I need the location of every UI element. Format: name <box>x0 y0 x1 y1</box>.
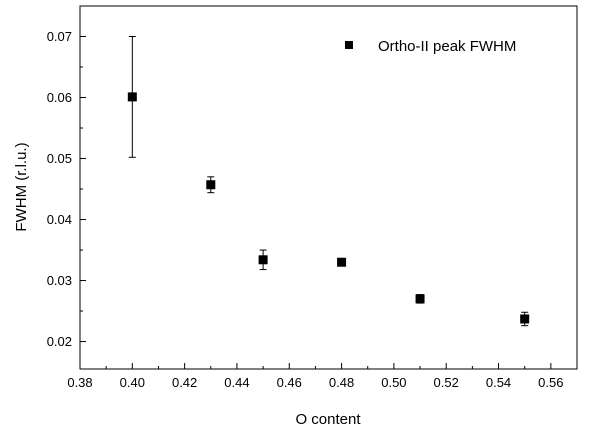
legend-marker <box>345 41 353 49</box>
x-tick-label: 0.54 <box>486 375 511 390</box>
data-point <box>520 314 530 324</box>
x-tick-label: 0.46 <box>277 375 302 390</box>
x-tick-label: 0.40 <box>120 375 145 390</box>
x-tick-label: 0.44 <box>224 375 249 390</box>
error-bars <box>128 36 529 327</box>
data-point <box>415 294 425 304</box>
x-axis-label: O content <box>295 411 361 428</box>
x-tick-label: 0.42 <box>172 375 197 390</box>
data-point <box>206 180 216 190</box>
data-point <box>258 255 268 265</box>
data-points <box>127 92 530 324</box>
x-tick-label: 0.56 <box>538 375 563 390</box>
x-tick-label: 0.38 <box>67 375 92 390</box>
y-tick-label: 0.05 <box>47 151 72 166</box>
data-point <box>337 257 347 267</box>
x-tick-label: 0.50 <box>381 375 406 390</box>
x-tick-label: 0.52 <box>434 375 459 390</box>
y-axis: 0.02 0.03 0.04 0.05 0.06 0.07 <box>47 5 86 349</box>
plot-frame <box>79 5 578 370</box>
y-tick-label: 0.07 <box>47 29 72 44</box>
legend: Ortho-II peak FWHM <box>345 38 516 55</box>
x-tick-label: 0.48 <box>329 375 354 390</box>
x-axis: 0.38 0.40 0.42 0.44 0.46 0.48 0.50 0.52 0.54 0.56 <box>67 363 563 390</box>
y-tick-label: 0.06 <box>47 90 72 105</box>
y-tick-label: 0.03 <box>47 273 72 288</box>
data-point <box>127 92 137 102</box>
y-tick-label: 0.02 <box>47 334 72 349</box>
legend-label: Ortho-II peak FWHM <box>378 38 516 55</box>
y-tick-label: 0.04 <box>47 212 72 227</box>
y-axis-label: FWHM (r.l.u.) <box>13 142 30 231</box>
